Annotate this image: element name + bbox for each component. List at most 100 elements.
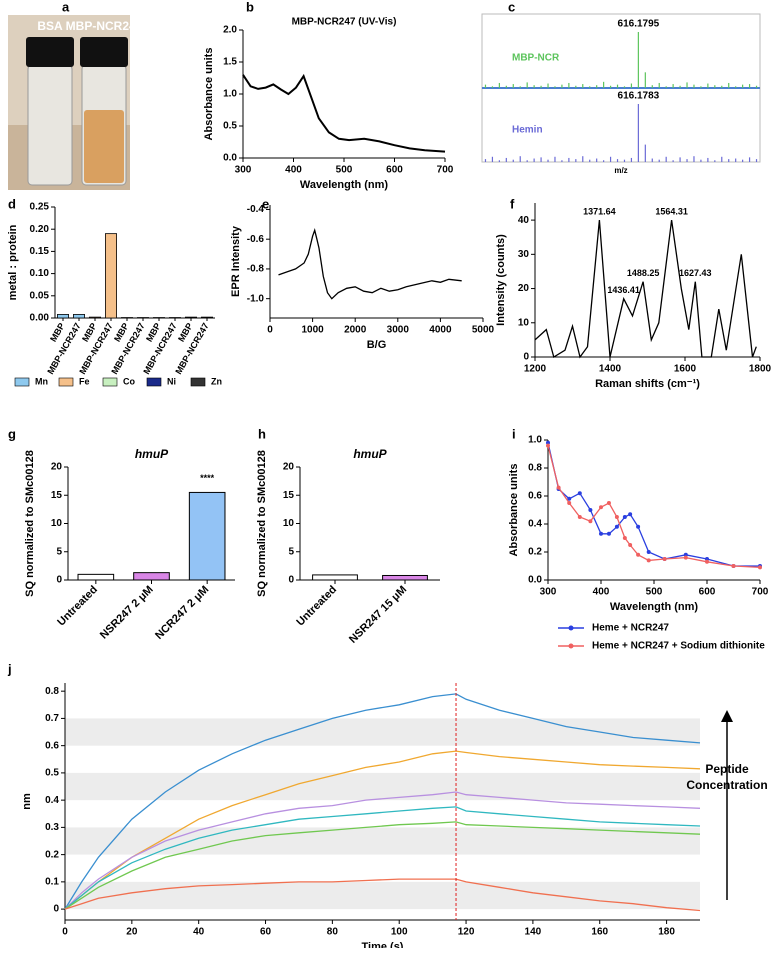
bar <box>89 316 102 319</box>
peak-label: 1371.64 <box>583 206 616 216</box>
vial <box>27 64 73 186</box>
y-tick-label: -0.4 <box>247 204 265 215</box>
bar <box>200 316 213 319</box>
y-tick-label: 0.8 <box>45 686 59 697</box>
data-line <box>547 445 761 569</box>
legend-swatch <box>190 377 206 387</box>
data-point <box>705 559 709 564</box>
y-tick-label: 10 <box>518 317 530 328</box>
data-line <box>64 750 701 910</box>
y-tick-label: 0.10 <box>30 268 50 279</box>
y-tick-label: 5 <box>56 546 62 557</box>
data-point <box>606 531 611 536</box>
y-tick-label: 15 <box>51 490 63 501</box>
data-point <box>636 552 641 557</box>
y-tick-label: 0 <box>288 575 294 586</box>
annotation: Peptide Concentration <box>686 762 767 792</box>
data-point <box>705 557 709 561</box>
y-tick-label: 0 <box>523 352 529 363</box>
arrow-head <box>721 710 733 722</box>
x-tick-label: 5000 <box>472 325 495 336</box>
y-tick-label: 0.2 <box>528 547 542 558</box>
x-tick-label: 700 <box>437 165 454 176</box>
y-tick-label: 0.5 <box>45 768 59 779</box>
x-tick-label: 20 <box>126 927 138 938</box>
y-tick-label: 0.7 <box>45 713 59 724</box>
photo-label: MBP-NCR247 <box>66 19 143 33</box>
x-tick-label: 1800 <box>749 364 771 375</box>
data-point <box>567 496 572 501</box>
legend-swatch <box>146 377 162 387</box>
y-tick-label: -0.8 <box>247 264 265 275</box>
x-axis-label: B/G <box>367 339 387 351</box>
vial-cap <box>80 37 128 67</box>
data-point <box>622 515 627 519</box>
x-tick-label: 600 <box>386 165 403 176</box>
y-tick-label: 0.1 <box>45 877 59 888</box>
data-line <box>64 693 701 910</box>
series-label: Hemin <box>512 125 543 136</box>
legend-label: Heme + NCR247 + Sodium dithionite <box>592 641 765 652</box>
x-axis-label: Wavelength (nm) <box>610 601 699 613</box>
x-tick-label: 400 <box>285 165 302 176</box>
data-point <box>556 485 561 490</box>
x-tick-label: 600 <box>699 587 716 598</box>
peak-label: 1488.25 <box>627 268 660 278</box>
x-tick-label: 0 <box>62 927 68 938</box>
vial-liquid <box>84 110 124 183</box>
data-line <box>547 442 760 567</box>
x-tick-label: 1200 <box>524 364 547 375</box>
series-label: MBP-NCR <box>512 53 560 64</box>
y-tick-label: 0.0 <box>223 153 237 164</box>
bar <box>77 573 115 581</box>
bar <box>136 317 149 319</box>
x-tick-label: NSR247 15 μM <box>347 584 409 646</box>
x-tick-label: 40 <box>193 927 205 938</box>
data-point <box>577 491 582 496</box>
x-tick-label: 100 <box>391 927 408 938</box>
y-axis-label: SQ normalized to SMc00128 <box>24 450 36 597</box>
bar <box>382 574 428 581</box>
y-tick-label: 0 <box>56 575 62 586</box>
legend-label: Zn <box>211 376 222 386</box>
bar <box>57 314 70 319</box>
data-line <box>64 878 701 912</box>
x-tick-label: 2000 <box>344 325 367 336</box>
data-point <box>588 508 593 512</box>
bar <box>73 314 86 319</box>
data-line <box>64 806 701 910</box>
legend-label: Heme + NCR247 <box>592 623 669 634</box>
y-tick-label: 1.5 <box>223 57 237 68</box>
x-axis-label: Wavelength (nm) <box>300 179 389 191</box>
legend-marker <box>568 643 574 649</box>
x-axis-label: Time (s) <box>362 941 404 948</box>
y-tick-label: 0.6 <box>45 740 59 751</box>
x-tick-label: 300 <box>235 165 252 176</box>
legend-label: Co <box>123 376 135 386</box>
grid-band <box>65 772 700 801</box>
y-tick-label: 0.0 <box>528 575 542 586</box>
x-tick-label: 0 <box>267 325 273 336</box>
peak-label: 616.1795 <box>618 19 660 30</box>
data-point <box>646 550 651 554</box>
panel-letter: b <box>246 0 254 14</box>
vial-cap <box>26 37 74 67</box>
y-tick-label: 0.2 <box>45 849 59 860</box>
data-point <box>599 505 603 510</box>
y-tick-label: 30 <box>518 249 530 260</box>
panel-letter: c <box>508 0 515 14</box>
data-point <box>662 557 667 561</box>
panel-letter: d <box>8 196 16 211</box>
data-line <box>64 791 701 910</box>
data-point <box>614 524 619 529</box>
y-tick-label: -1.0 <box>247 293 265 304</box>
y-tick-label: 0.5 <box>223 121 237 132</box>
data-line <box>64 821 701 910</box>
significance: **** <box>200 473 215 483</box>
data-point <box>588 519 593 524</box>
x-tick-label: 1000 <box>301 325 324 336</box>
legend-label: Ni <box>167 376 176 386</box>
x-tick-label: NCR247 2 μM <box>153 584 211 642</box>
legend-label: Fe <box>79 376 90 386</box>
